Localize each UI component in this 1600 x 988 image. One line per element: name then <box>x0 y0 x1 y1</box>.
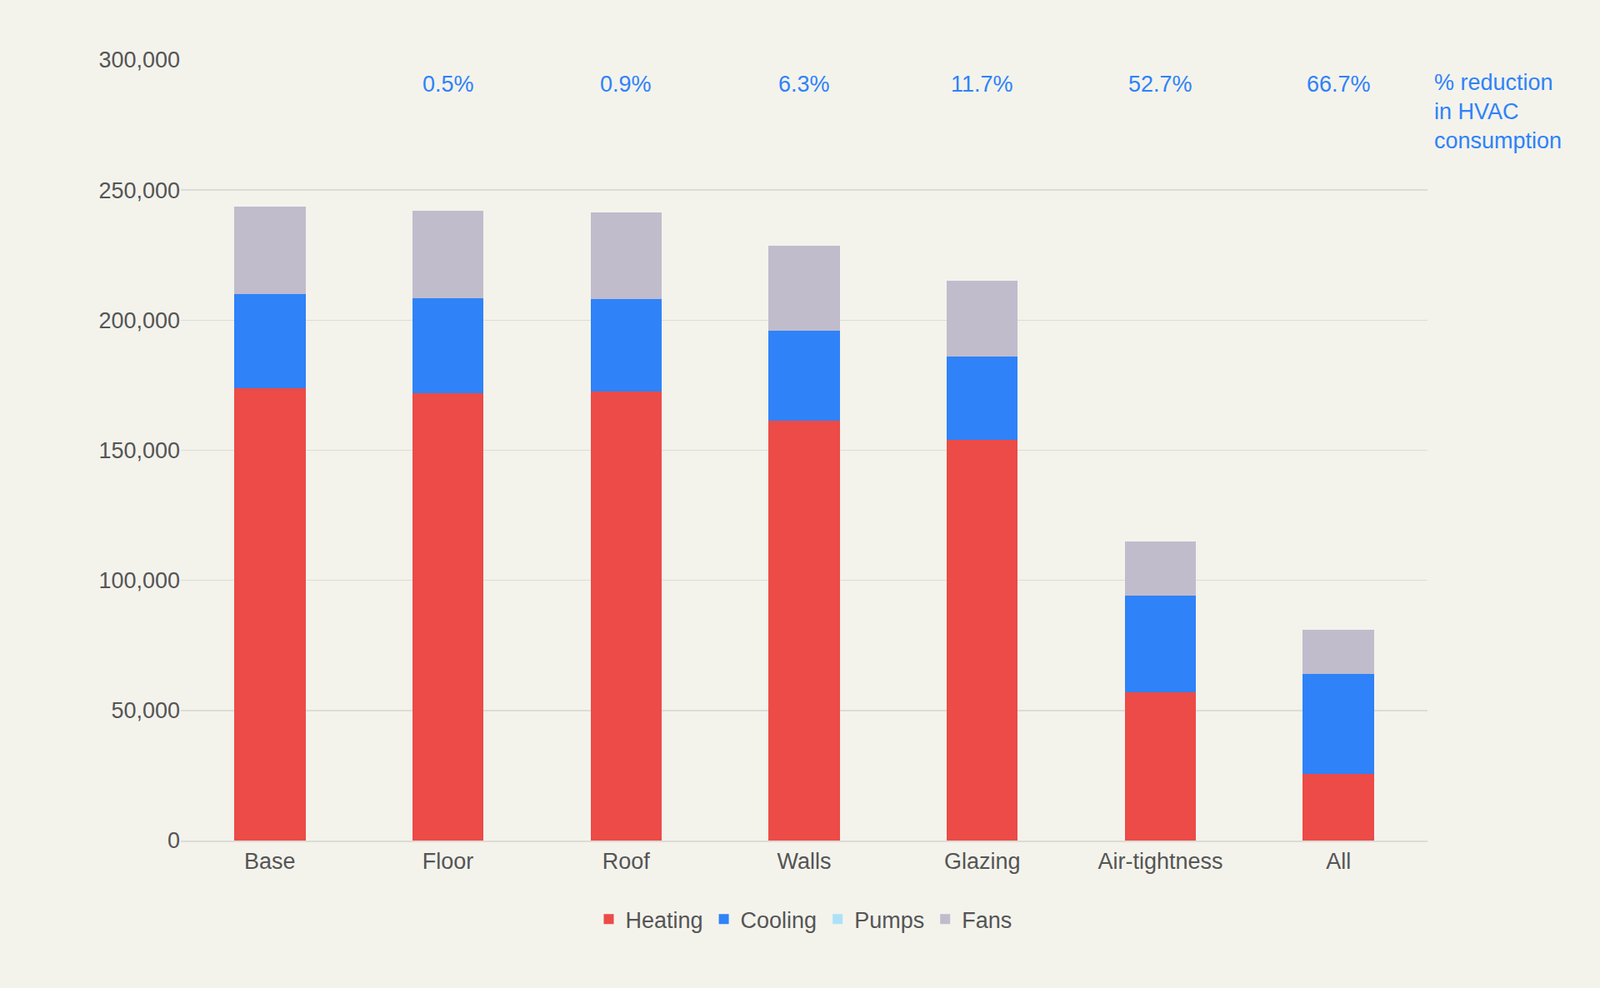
svg-text:Cooling: Cooling <box>740 908 818 934</box>
svg-text:0.5%: 0.5% <box>422 71 475 97</box>
svg-text:52.7%: 52.7% <box>1128 71 1193 97</box>
svg-text:% reductionin HVACconsumption: % reductionin HVACconsumption <box>1434 70 1562 154</box>
svg-text:Roof: Roof <box>602 849 651 875</box>
svg-text:11.7%: 11.7% <box>950 71 1014 97</box>
svg-text:250,000: 250,000 <box>98 178 180 204</box>
svg-text:200,000: 200,000 <box>98 308 180 334</box>
svg-text:Walls: Walls <box>777 849 832 875</box>
svg-text:All: All <box>1325 849 1351 875</box>
svg-text:Fans: Fans <box>961 908 1012 934</box>
svg-text:50,000: 50,000 <box>110 698 180 724</box>
svg-text:Floor: Floor <box>422 849 475 875</box>
svg-text:Air-tightness: Air-tightness <box>1097 849 1223 875</box>
svg-text:150,000: 150,000 <box>98 438 180 464</box>
svg-text:Pumps: Pumps <box>854 908 925 934</box>
svg-text:Glazing: Glazing <box>944 849 1021 875</box>
svg-text:0: 0 <box>167 828 180 854</box>
svg-text:6.3%: 6.3% <box>778 71 830 97</box>
svg-text:100,000: 100,000 <box>98 568 180 594</box>
svg-text:300,000: 300,000 <box>98 47 180 73</box>
svg-text:66.7%: 66.7% <box>1306 71 1371 97</box>
svg-text:Base: Base <box>244 849 296 875</box>
svg-text:Heating: Heating <box>625 908 704 934</box>
svg-text:0.9%: 0.9% <box>600 71 652 97</box>
